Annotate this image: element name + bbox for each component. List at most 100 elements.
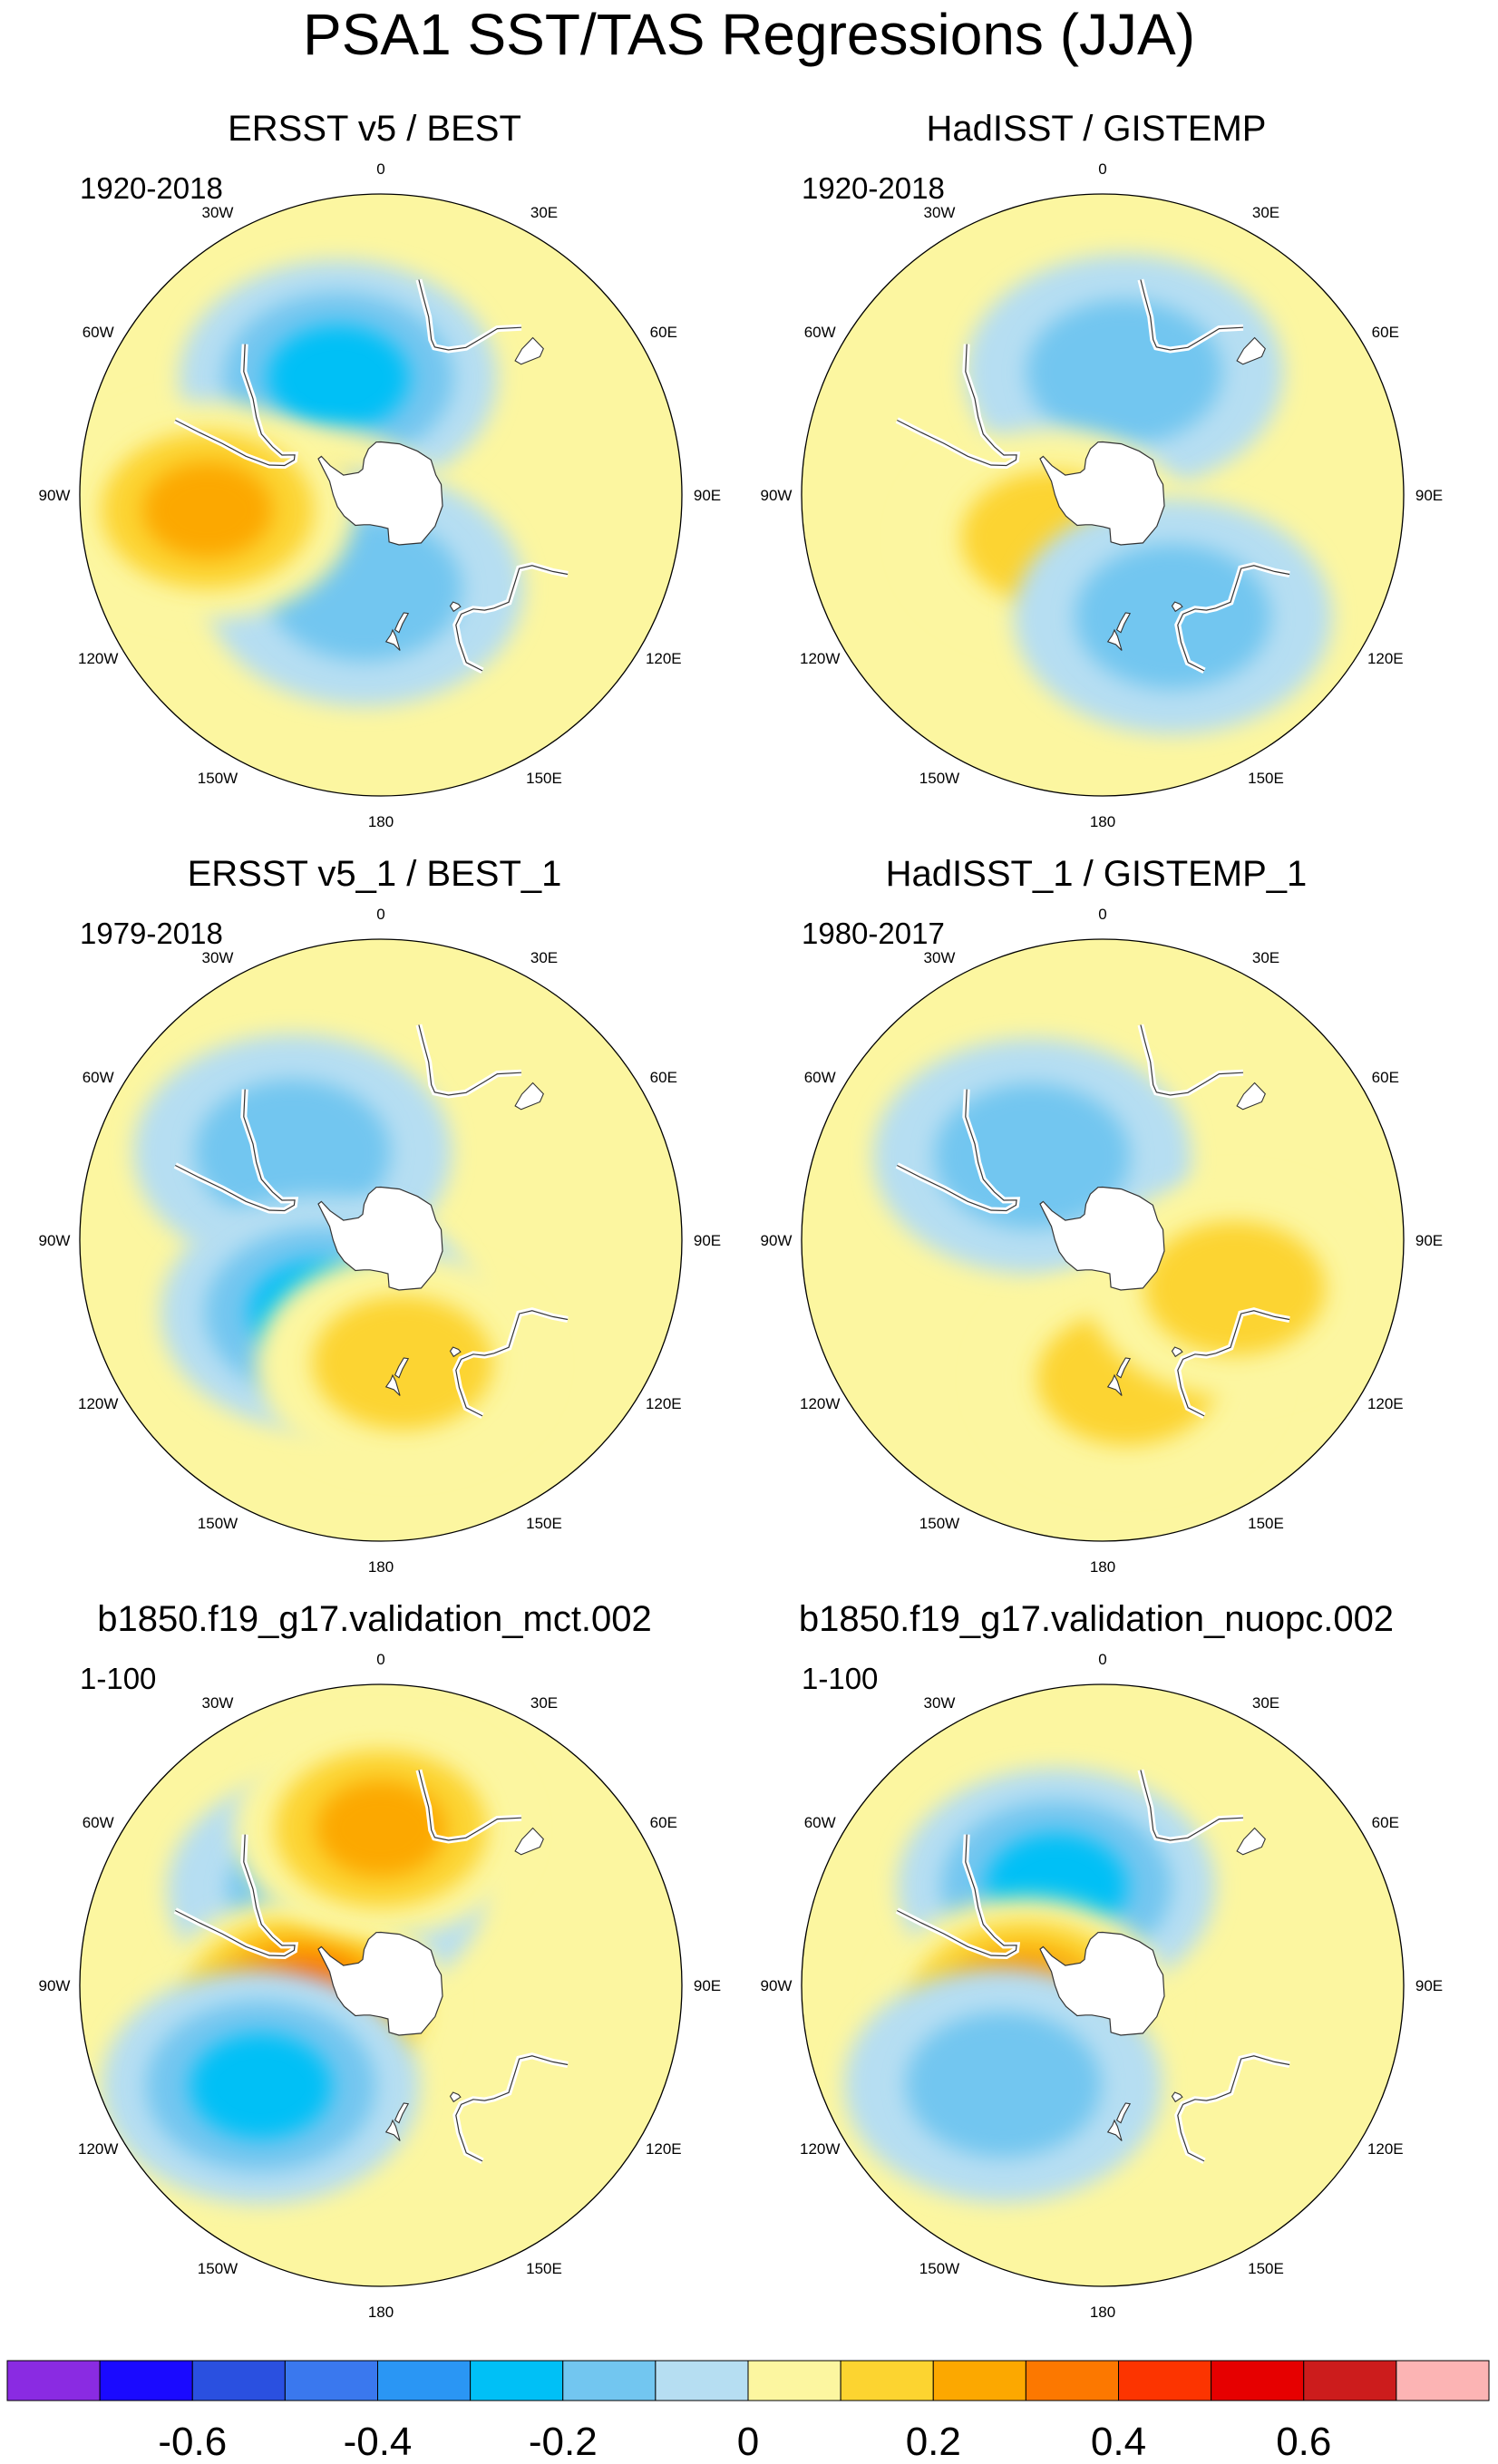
longitude-label: 150E bbox=[526, 2260, 562, 2277]
longitude-label: 30W bbox=[924, 204, 956, 221]
australia-coastline bbox=[455, 565, 569, 672]
tasmania-landmass bbox=[449, 601, 462, 613]
polar-map: 0 30E 60E 90E 120E 150E 180 150W 120W 90W 60W 30W bbox=[39, 160, 722, 830]
longitude-label: 60W bbox=[83, 1814, 114, 1831]
panel-period: 1920-2018 bbox=[802, 171, 945, 205]
australia-coastline bbox=[1177, 2055, 1290, 2162]
tasmania-landmass bbox=[1171, 601, 1183, 613]
madagascar-landmass bbox=[514, 336, 544, 365]
figure-title: PSA1 SST/TAS Regressions (JJA) bbox=[303, 2, 1195, 67]
panel-period: 1-100 bbox=[802, 1662, 879, 1695]
longitude-label: 150W bbox=[198, 770, 238, 787]
africa-coastline bbox=[418, 1770, 522, 1841]
colorbar-swatch bbox=[1118, 2360, 1212, 2401]
panel-title: b1850.f19_g17.validation_mct.002 bbox=[97, 1599, 652, 1639]
south-america-coastline bbox=[897, 1089, 1017, 1212]
madagascar-landmass bbox=[1236, 1082, 1266, 1111]
longitude-label: 0 bbox=[1098, 906, 1106, 923]
africa-coastline bbox=[1140, 1024, 1244, 1096]
anomaly-2-level-2 bbox=[190, 2033, 332, 2139]
colorbar-swatch bbox=[6, 2360, 101, 2401]
colorbar-swatch bbox=[99, 2360, 193, 2401]
map-boundary bbox=[79, 938, 683, 1542]
tasmania-landmass bbox=[449, 2091, 462, 2103]
madagascar-landmass bbox=[514, 1082, 544, 1111]
new-zealand-south-landmass bbox=[394, 612, 410, 634]
polar-map: 0 30E 60E 90E 120E 150E 180 150W 120W 90W 60W 30W bbox=[39, 1651, 722, 2321]
panel-period: 1980-2017 bbox=[802, 917, 945, 950]
longitude-label: 150E bbox=[1248, 2260, 1284, 2277]
colorbar-swatch bbox=[377, 2360, 472, 2401]
polar-map: 0 30E 60E 90E 120E 150E 180 150W 120W 90W 60W 30W bbox=[761, 1651, 1444, 2321]
colorbar: -0.6 -0.4 -0.2 0 0.2 0.4 0.6 bbox=[6, 2360, 1490, 2464]
longitude-label: 120W bbox=[78, 650, 118, 667]
panel-period: 1979-2018 bbox=[80, 917, 223, 950]
colorbar-tick-label: -0.6 bbox=[158, 2420, 227, 2464]
colorbar-swatch bbox=[1025, 2360, 1120, 2401]
longitude-label: 150E bbox=[1248, 1515, 1284, 1532]
longitude-label: 150W bbox=[919, 2260, 959, 2277]
longitude-label: 30W bbox=[202, 1694, 234, 1712]
longitude-label: 120E bbox=[1367, 2140, 1404, 2158]
africa-coastline bbox=[418, 279, 522, 351]
new-zealand-north-landmass bbox=[1106, 2119, 1123, 2141]
longitude-label: 90W bbox=[761, 1977, 793, 1994]
longitude-label: 30E bbox=[1252, 204, 1279, 221]
new-zealand-south-landmass bbox=[1115, 2102, 1132, 2124]
longitude-label: 0 bbox=[1098, 1651, 1106, 1668]
longitude-label: 150W bbox=[919, 770, 959, 787]
antarctica-landmass bbox=[317, 1931, 443, 2036]
colorbar-tick-label: 0.4 bbox=[1091, 2420, 1146, 2464]
south-america-coastline bbox=[897, 344, 1017, 467]
panel-period: 1920-2018 bbox=[80, 171, 223, 205]
longitude-label: 180 bbox=[1090, 2304, 1115, 2321]
map-boundary bbox=[801, 193, 1405, 797]
colorbar-swatch bbox=[747, 2360, 841, 2401]
panel-title: HadISST_1 / GISTEMP_1 bbox=[885, 854, 1308, 894]
anomaly-3-level-2 bbox=[142, 461, 273, 558]
map-boundary bbox=[801, 938, 1405, 1542]
longitude-label: 90E bbox=[694, 1977, 721, 1994]
anomaly-0-level-1 bbox=[934, 1083, 1131, 1229]
panel-title: HadISST / GISTEMP bbox=[926, 109, 1267, 149]
colorbar-swatch bbox=[932, 2360, 1026, 2401]
panel-period: 1-100 bbox=[80, 1662, 157, 1695]
antarctica-landmass bbox=[1039, 1931, 1165, 2036]
longitude-label: 60E bbox=[650, 324, 677, 341]
panel-title: ERSST v5_1 / BEST_1 bbox=[187, 854, 562, 894]
new-zealand-south-landmass bbox=[1115, 1357, 1132, 1379]
longitude-label: 0 bbox=[376, 1651, 384, 1668]
australia-coastline bbox=[455, 2055, 569, 2162]
africa-coastline bbox=[1140, 279, 1244, 351]
antarctica-landmass bbox=[1039, 441, 1165, 546]
longitude-label: 90E bbox=[1415, 1232, 1443, 1249]
longitude-label: 120W bbox=[800, 650, 840, 667]
south-america-coastline bbox=[897, 1834, 1017, 1957]
longitude-label: 0 bbox=[376, 160, 384, 178]
panel-ersst-best-1920: ERSST v5 / BEST 1920-2018 0 30E 60E 90E 120E… bbox=[0, 0, 749, 830]
longitude-label: 60W bbox=[804, 1814, 836, 1831]
south-america-coastline bbox=[175, 1834, 296, 1957]
map-boundary bbox=[79, 193, 683, 797]
longitude-label: 30E bbox=[1252, 1694, 1279, 1712]
longitude-label: 120W bbox=[800, 1395, 840, 1412]
longitude-label: 60E bbox=[1372, 1814, 1399, 1831]
colorbar-swatch bbox=[284, 2360, 379, 2401]
longitude-label: 60W bbox=[83, 1069, 114, 1086]
panel-validation-nuopc: b1850.f19_g17.validation_nuopc.002 1-100… bbox=[722, 1490, 1471, 2321]
longitude-label: 60W bbox=[804, 324, 836, 341]
longitude-label: 180 bbox=[368, 1558, 394, 1576]
longitude-label: 120E bbox=[646, 650, 682, 667]
tasmania-landmass bbox=[1171, 1346, 1183, 1358]
australia-coastline bbox=[1177, 565, 1290, 672]
longitude-label: 120E bbox=[646, 2140, 682, 2158]
colorbar-swatch bbox=[470, 2360, 564, 2401]
madagascar-landmass bbox=[514, 1827, 544, 1856]
longitude-label: 120W bbox=[800, 2140, 840, 2158]
longitude-label: 120W bbox=[78, 1395, 118, 1412]
panel-title: b1850.f19_g17.validation_nuopc.002 bbox=[798, 1599, 1395, 1639]
new-zealand-north-landmass bbox=[1106, 1373, 1123, 1396]
colorbar-swatch bbox=[1211, 2360, 1305, 2401]
longitude-label: 60E bbox=[1372, 1069, 1399, 1086]
longitude-label: 0 bbox=[1098, 160, 1106, 178]
